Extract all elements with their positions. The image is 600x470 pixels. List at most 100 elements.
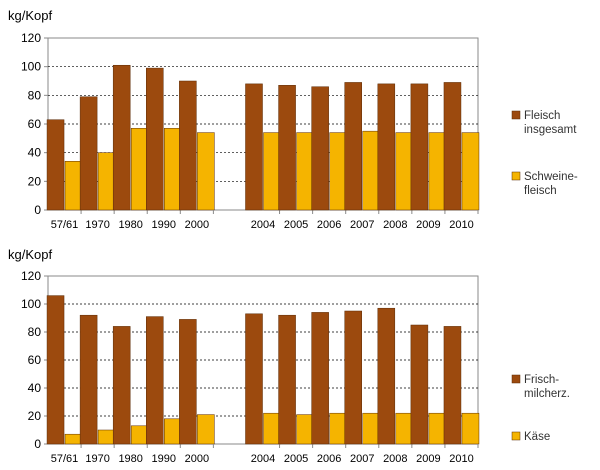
legend-swatch (511, 110, 521, 120)
y-tick-label: 20 (28, 409, 42, 423)
bar-primary (245, 313, 263, 445)
x-tick-label: 2006 (317, 219, 341, 231)
y-axis-unit-label: kg/Kopf (8, 247, 52, 262)
bar-secondary (130, 128, 149, 211)
bar-primary (112, 326, 131, 445)
bar-primary (443, 326, 462, 445)
bar-primary (344, 310, 362, 445)
bar-secondary (130, 425, 149, 445)
y-tick-label: 120 (21, 269, 41, 283)
y-tick-label: 80 (28, 88, 42, 102)
bar-secondary (64, 161, 83, 211)
x-tick-label: 1980 (118, 453, 142, 465)
bar-secondary (97, 429, 116, 445)
bar-secondary (97, 152, 116, 211)
x-tick-label: 1970 (85, 453, 109, 465)
y-tick-label: 40 (28, 146, 42, 160)
x-tick-label: 1970 (85, 219, 109, 231)
bar-secondary (395, 132, 414, 211)
bar-secondary (64, 433, 83, 445)
y-tick-label: 100 (21, 297, 41, 311)
bar-primary (377, 307, 396, 445)
x-tick-label: 2006 (317, 453, 341, 465)
bar-primary (311, 312, 329, 445)
x-tick-label: 2007 (350, 453, 374, 465)
legend-entry-line: Käse (524, 431, 550, 443)
x-tick-label: 2009 (416, 219, 440, 231)
legend-entry: Fleisch insgesamt (524, 110, 577, 136)
bar-secondary (362, 130, 380, 211)
bar-secondary (197, 414, 215, 445)
x-tick-label: 57/61 (51, 453, 79, 465)
y-tick-label: 0 (34, 203, 41, 217)
legend-entry: Frisch-milcherz. (524, 374, 570, 400)
bar-secondary (296, 132, 314, 211)
bar-secondary (296, 414, 314, 445)
legend-entry: Schweine-fleisch (524, 171, 578, 197)
y-tick-label: 60 (28, 117, 42, 131)
x-tick-label: 2009 (416, 453, 440, 465)
bar-secondary (428, 412, 447, 445)
chart-panel-1: 0 20 40 60 80 100 120 kg/Kopf 57/61 1970 1980 1990 2… (8, 8, 578, 231)
bar-primary (146, 67, 164, 211)
x-tick-label: 1990 (152, 219, 176, 231)
legend-swatch (511, 171, 521, 181)
legend-entry-line: Fleisch (524, 110, 560, 122)
bar-secondary (164, 418, 182, 445)
legend-entry-line: Schweine- (524, 171, 578, 183)
y-tick-label: 60 (28, 353, 42, 367)
bar-secondary (329, 132, 347, 211)
x-tick-label: 2005 (284, 453, 308, 465)
y-tick-label: 20 (28, 174, 42, 188)
bar-primary (278, 85, 296, 211)
bar-secondary (197, 132, 215, 211)
bar-primary (410, 324, 429, 445)
bar-primary (377, 83, 396, 211)
bar-secondary (329, 412, 347, 445)
x-tick-label: 2008 (383, 453, 407, 465)
bar-primary (278, 314, 296, 445)
y-tick-label: 120 (21, 31, 41, 45)
bar-secondary (362, 412, 380, 445)
legend-swatch (511, 374, 521, 384)
y-tick-label: 0 (34, 437, 41, 451)
bar-primary (443, 82, 462, 211)
x-tick-label: 2004 (251, 219, 275, 231)
bar-primary (179, 319, 197, 445)
bar-primary (79, 96, 98, 211)
legend-entry-line: fleisch (524, 185, 557, 197)
x-tick-label: 2010 (449, 219, 473, 231)
bar-secondary (164, 128, 182, 211)
bar-secondary (428, 132, 447, 211)
legend-swatch (511, 431, 521, 441)
y-tick-label: 40 (28, 381, 42, 395)
y-tick-label: 100 (21, 60, 41, 74)
bar-primary (245, 83, 263, 211)
legend-entry-line: insgesamt (524, 124, 577, 136)
bar-primary (46, 295, 65, 445)
bar-primary (46, 119, 65, 211)
bar-secondary (395, 412, 414, 445)
x-tick-label: 1990 (152, 453, 176, 465)
bar-secondary (461, 132, 480, 211)
bar-primary (179, 80, 197, 211)
legend-entry: Käse (524, 431, 550, 443)
x-tick-label: 57/61 (51, 219, 79, 231)
y-tick-label: 80 (28, 325, 42, 339)
bar-primary (410, 83, 429, 211)
bar-primary (112, 64, 131, 211)
bar-secondary (263, 412, 281, 445)
legend-entry-line: Frisch- (524, 374, 559, 386)
bar-primary (311, 86, 329, 211)
legend-entry-line: milcherz. (524, 388, 570, 400)
bar-primary (79, 314, 98, 445)
x-tick-label: 2010 (449, 453, 473, 465)
bar-primary (146, 316, 164, 445)
x-tick-label: 2007 (350, 219, 374, 231)
x-tick-label: 2000 (185, 219, 209, 231)
x-tick-label: 2004 (251, 453, 275, 465)
bar-secondary (263, 132, 281, 211)
bar-secondary (461, 412, 480, 445)
x-tick-label: 2008 (383, 219, 407, 231)
